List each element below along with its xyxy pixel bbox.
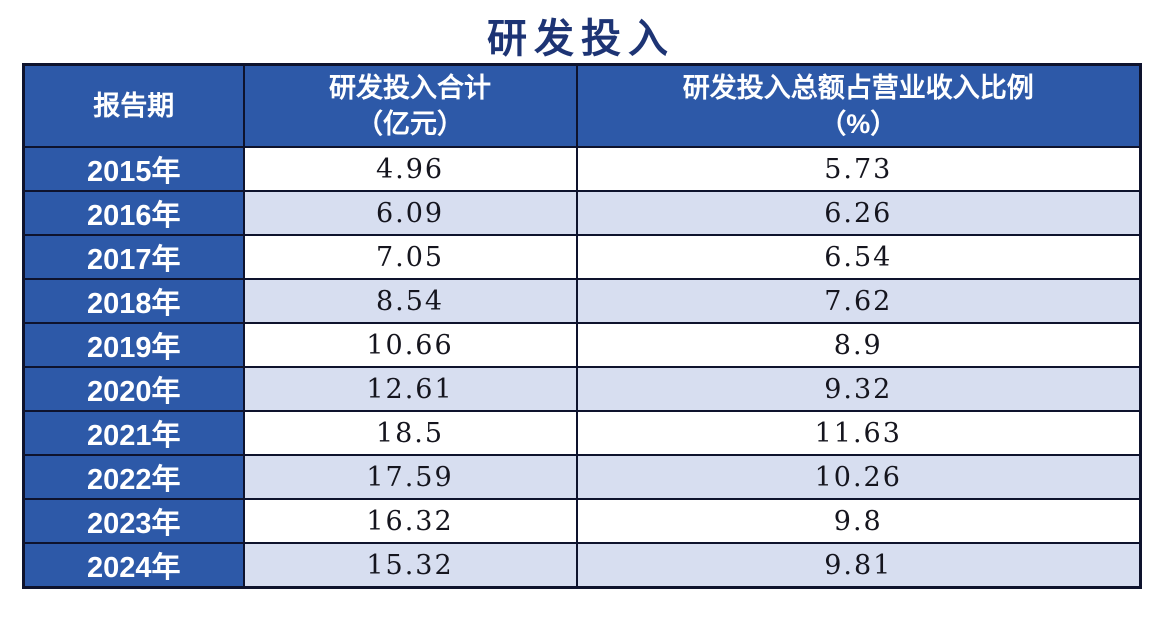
page-title: 研发投入 [487, 16, 675, 61]
rd-total-cell: 17.59 [242, 454, 578, 500]
rd-total-cell: 4.96 [242, 146, 578, 192]
header-rd-revenue-ratio: 研发投入总额占营业收入比例 （%） [575, 63, 1142, 148]
table-row: 2017年 7.05 6.54 [22, 234, 1142, 280]
table-row: 2015年 4.96 5.73 [22, 146, 1142, 192]
header-rd-total: 研发投入合计 （亿元） [242, 63, 578, 148]
table-row: 2018年 8.54 7.62 [22, 278, 1142, 324]
rd-total-cell: 16.32 [242, 498, 578, 544]
table-row: 2019年 10.66 8.9 [22, 322, 1142, 368]
rd-ratio-cell: 6.54 [575, 234, 1142, 280]
rd-total-cell: 7.05 [242, 234, 578, 280]
table-row: 2024年 15.32 9.81 [22, 542, 1142, 589]
header-report-period: 报告期 [22, 63, 245, 148]
rd-ratio-cell: 9.32 [575, 366, 1142, 412]
table-row: 2016年 6.09 6.26 [22, 190, 1142, 236]
report-period-cell: 2020年 [22, 366, 245, 412]
rd-total-cell: 8.54 [242, 278, 578, 324]
rd-total-cell: 15.32 [242, 542, 578, 589]
table-row: 2021年 18.5 11.63 [22, 410, 1142, 456]
rd-total-cell: 12.61 [242, 366, 578, 412]
rd-ratio-cell: 10.26 [575, 454, 1142, 500]
rd-ratio-cell: 8.9 [575, 322, 1142, 368]
rd-total-cell: 10.66 [242, 322, 578, 368]
rd-ratio-cell: 5.73 [575, 146, 1142, 192]
rd-ratio-cell: 6.26 [575, 190, 1142, 236]
table-row: 2020年 12.61 9.32 [22, 366, 1142, 412]
report-period-cell: 2017年 [22, 234, 245, 280]
report-period-cell: 2019年 [22, 322, 245, 368]
rd-ratio-cell: 11.63 [575, 410, 1142, 456]
report-period-cell: 2015年 [22, 146, 245, 192]
table-row: 2023年 16.32 9.8 [22, 498, 1142, 544]
report-period-cell: 2022年 [22, 454, 245, 500]
report-period-cell: 2021年 [22, 410, 245, 456]
report-period-cell: 2024年 [22, 542, 245, 589]
table-header-row: 报告期 研发投入合计 （亿元） 研发投入总额占营业收入比例 （%） [22, 63, 1142, 148]
table-row: 2022年 17.59 10.26 [22, 454, 1142, 500]
report-period-cell: 2023年 [22, 498, 245, 544]
rd-investment-table: 报告期 研发投入合计 （亿元） 研发投入总额占营业收入比例 （%） 2015年 … [22, 63, 1142, 589]
report-period-cell: 2016年 [22, 190, 245, 236]
rd-ratio-cell: 9.8 [575, 498, 1142, 544]
report-period-cell: 2018年 [22, 278, 245, 324]
rd-ratio-cell: 7.62 [575, 278, 1142, 324]
rd-total-cell: 6.09 [242, 190, 578, 236]
rd-ratio-cell: 9.81 [575, 542, 1142, 589]
rd-total-cell: 18.5 [242, 410, 578, 456]
